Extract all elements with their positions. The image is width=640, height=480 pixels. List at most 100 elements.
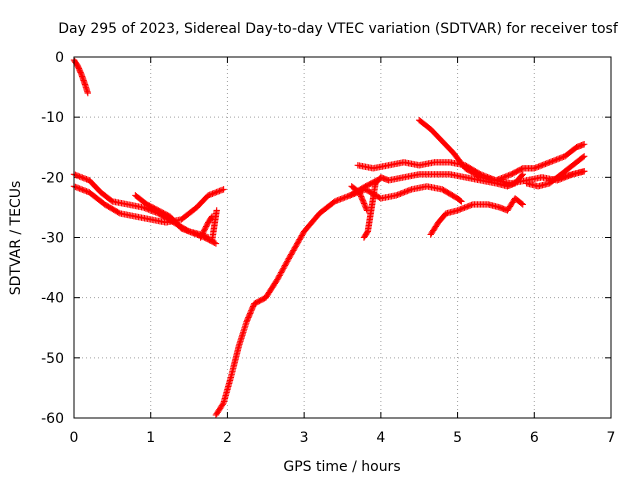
data-point [518,165,525,173]
data-point [292,243,299,250]
data-point [200,227,208,234]
data-point [580,141,588,148]
data-point [84,89,92,97]
data-point [278,267,286,275]
y-tick-label: -10 [41,110,64,126]
series-track-1 [70,56,92,97]
data-point [580,168,588,175]
data-point [359,197,367,204]
data-point [245,314,252,321]
x-tick-label: 6 [530,430,539,446]
data-point [280,263,288,271]
data-point [299,230,306,238]
data-point [249,304,256,312]
data-point [363,229,371,236]
y-tick-label: -60 [41,411,64,427]
data-point [198,231,206,238]
data-point [359,196,366,203]
y-tick-label: -50 [41,351,64,367]
data-point [476,173,483,180]
y-tick-label: -20 [41,170,64,186]
data-point [519,201,526,208]
data-point [248,306,256,313]
x-tick-label: 0 [70,430,79,446]
data-point [290,245,298,253]
data-point [357,193,365,200]
data-point [284,258,291,265]
data-point [219,401,226,408]
series-track-12 [416,116,588,184]
y-axis-title: SDTVAR / TECUs [8,181,24,296]
data-point [277,269,285,276]
data-point [457,197,464,204]
data-point [275,273,283,281]
data-point [246,310,254,317]
y-tick-label: -40 [41,291,64,307]
data-point [277,270,284,278]
data-point [361,201,368,209]
y-tick-label: -30 [41,231,64,247]
data-point [288,249,296,257]
tick-label-layer: 0 1 2 3 4 5 6 7 0 -10 -20 -30 -40 -50 -60 [41,50,615,446]
x-tick-label: 2 [223,430,232,446]
data-point [297,233,305,241]
series-track-11 [348,183,371,214]
data-point [287,251,295,258]
data-point [356,189,363,196]
data-point [243,318,250,325]
data-point [284,256,292,264]
data-point [360,198,367,206]
x-tick-label: 4 [376,430,385,446]
data-point [199,230,206,237]
data-points-layer [70,56,588,419]
data-point [358,194,365,202]
series-track-6 [208,207,220,244]
data-point [203,221,211,229]
series-track-5 [197,213,216,241]
data-point [518,200,525,207]
data-point [298,232,306,239]
data-point [244,315,251,323]
data-point [363,207,371,214]
data-point [279,266,286,273]
data-point [201,226,208,233]
data-point [362,204,370,211]
data-point [245,312,253,320]
data-point [289,248,296,255]
data-point [247,308,254,316]
data-point [243,317,251,324]
data-point [519,171,526,178]
data-point [290,247,297,254]
data-point [293,241,300,249]
data-point [580,153,588,160]
data-point [362,203,369,210]
series-track-13 [427,195,526,238]
data-point [276,272,283,279]
data-point [213,207,220,214]
data-point [202,223,210,230]
data-point [356,190,364,197]
data-point [296,236,303,243]
data-point [281,262,289,269]
x-tick-label: 1 [146,430,155,446]
data-point [249,303,257,310]
series-track-14 [523,153,588,190]
data-point [115,209,122,216]
x-axis-title: GPS time / hours [283,459,400,475]
data-point [458,198,465,205]
data-point [108,197,115,204]
data-point [518,172,526,179]
data-point [200,228,207,236]
data-point [297,235,304,242]
x-tick-label: 7 [607,430,616,446]
data-point [248,307,255,314]
data-point [274,276,281,283]
data-point [360,200,368,207]
grid-layer [74,57,611,418]
data-point [246,311,253,318]
data-point [287,252,294,260]
series-track-3 [70,183,227,226]
series-track-15 [546,168,588,184]
data-point [283,259,290,266]
